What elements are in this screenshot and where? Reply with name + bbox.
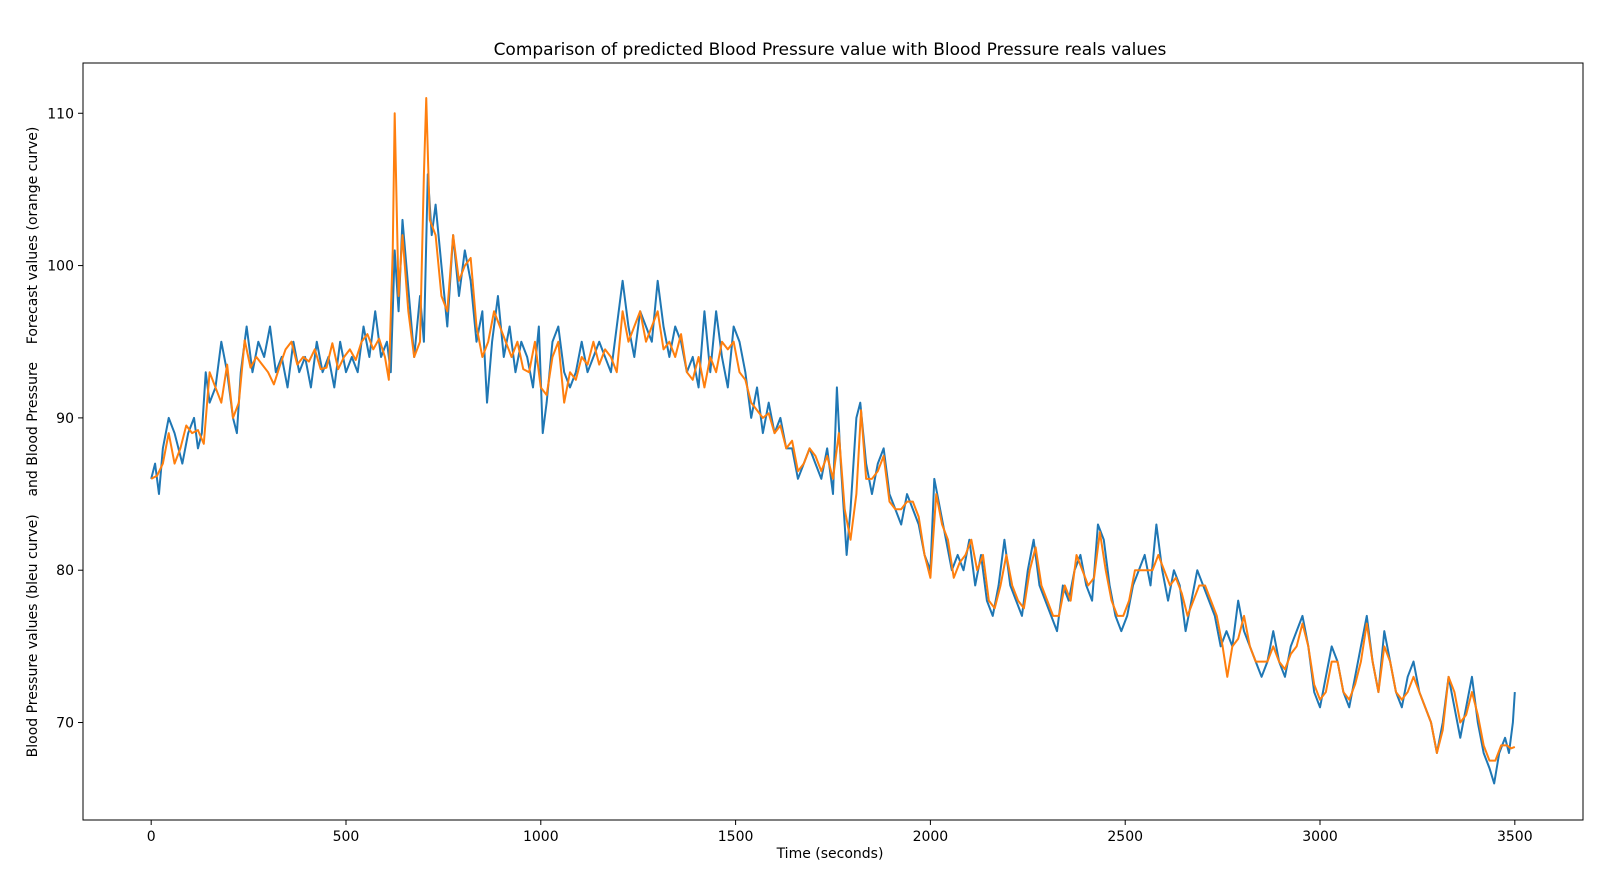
x-tick-label: 2000 xyxy=(913,829,949,845)
axes-frame xyxy=(82,62,1584,821)
x-tick-label: 500 xyxy=(333,829,360,845)
x-tick-label: 1500 xyxy=(718,829,754,845)
y-axis-label: Blood Pressure values (bleu curve) and B… xyxy=(25,127,41,758)
x-tick-label: 0 xyxy=(147,829,156,845)
y-tick-label: 110 xyxy=(47,106,74,122)
x-axis-ticks: 0 500 1000 1500 2000 2500 3000 3500 xyxy=(147,820,1533,845)
series-line-1 xyxy=(150,97,1516,762)
series-line-0 xyxy=(150,173,1516,785)
y-tick-label: 90 xyxy=(56,411,74,427)
y-tick-label: 100 xyxy=(47,259,74,275)
x-axis-label: Time (seconds) xyxy=(776,846,884,862)
x-tick-label: 3500 xyxy=(1497,829,1533,845)
plot-area: 0 500 1000 1500 2000 2500 3000 3500 70 80 90 100 11… xyxy=(47,62,1584,845)
chart-title: Comparison of predicted Blood Pressure v… xyxy=(494,40,1167,60)
y-tick-label: 70 xyxy=(56,716,74,732)
series-group xyxy=(150,97,1516,785)
y-axis-ticks: 70 80 90 100 110 xyxy=(47,106,83,732)
x-tick-label: 3000 xyxy=(1302,829,1338,845)
x-tick-label: 2500 xyxy=(1107,829,1143,845)
x-tick-label: 1000 xyxy=(523,829,559,845)
y-tick-label: 80 xyxy=(56,563,74,579)
